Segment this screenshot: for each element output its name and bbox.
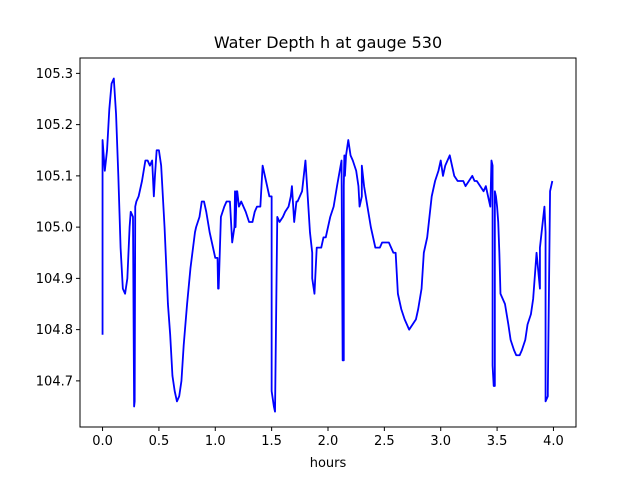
x-tick-label: 0.5 xyxy=(149,434,170,449)
x-tick-label: 2.5 xyxy=(374,434,395,449)
chart-title: Water Depth h at gauge 530 xyxy=(214,33,442,52)
x-tick-label: 1.0 xyxy=(205,434,226,449)
x-tick-label: 3.0 xyxy=(430,434,451,449)
plot-area-frame xyxy=(79,57,577,428)
y-tick-label: 104.8 xyxy=(36,323,73,338)
x-tick-label: 1.5 xyxy=(261,434,282,449)
y-tick-label: 105.1 xyxy=(36,169,73,184)
y-tick-label: 104.7 xyxy=(36,374,73,389)
x-tick-label: 0.0 xyxy=(92,434,113,449)
y-axis-ticks: 104.7 104.8 104.9 105.0 105.1 105.2 105.3 xyxy=(36,67,80,389)
y-tick-label: 105.0 xyxy=(36,221,73,236)
x-tick-label: 3.5 xyxy=(487,434,508,449)
y-tick-label: 104.9 xyxy=(36,272,73,287)
series-line-0 xyxy=(101,77,554,413)
x-axis-label: hours xyxy=(310,456,347,471)
y-tick-label: 105.3 xyxy=(36,67,73,82)
x-axis-ticks: 0.0 0.5 1.0 1.5 2.0 2.5 3.0 3.5 4.0 xyxy=(92,427,564,449)
x-tick-label: 4.0 xyxy=(543,434,564,449)
x-tick-label: 2.0 xyxy=(318,434,339,449)
y-tick-label: 105.2 xyxy=(36,118,73,133)
series-layer xyxy=(101,77,554,413)
